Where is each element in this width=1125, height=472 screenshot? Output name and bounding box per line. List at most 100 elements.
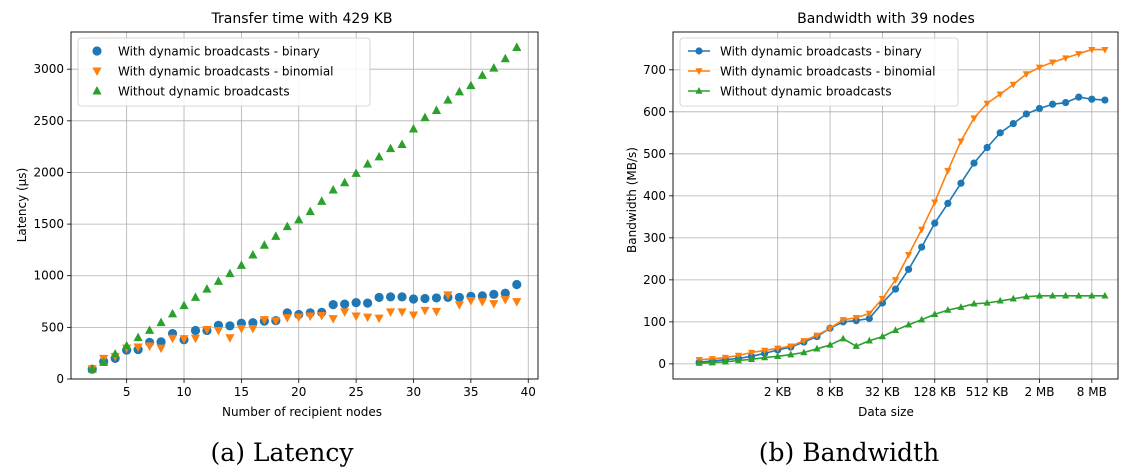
bandwidth-data-point bbox=[734, 356, 743, 364]
latency-data-point bbox=[397, 139, 407, 149]
bandwidth-x-tick-label: 32 KB bbox=[865, 385, 900, 399]
bandwidth-data-point bbox=[983, 143, 991, 152]
bandwidth-data-point bbox=[1101, 291, 1109, 299]
latency-data-point bbox=[144, 342, 155, 352]
latency-x-tick-label: 40 bbox=[521, 385, 536, 399]
latency-data-point bbox=[248, 324, 258, 334]
latency-data-point bbox=[190, 292, 201, 301]
latency-data-point bbox=[122, 340, 132, 350]
latency-y-tick-label: 3000 bbox=[33, 62, 64, 76]
latency-y-tick-label: 1500 bbox=[33, 217, 64, 231]
bandwidth-x-tick-label: 8 KB bbox=[816, 385, 844, 399]
bandwidth-data-point bbox=[1075, 51, 1083, 58]
bandwidth-data-point bbox=[970, 159, 978, 167]
latency-x-tick-label: 10 bbox=[176, 385, 191, 399]
latency-data-point bbox=[202, 325, 212, 335]
bandwidth-x-tick-label: 2 KB bbox=[764, 385, 792, 399]
latency-data-point bbox=[110, 349, 120, 358]
bandwidth-data-point bbox=[1101, 96, 1109, 104]
latency-data-point bbox=[144, 325, 155, 334]
bandwidth-plot-frame bbox=[672, 31, 1119, 380]
latency-data-point bbox=[179, 300, 189, 310]
latency-data-point bbox=[167, 308, 178, 318]
bandwidth-x-tick-label: 128 KB bbox=[913, 385, 956, 399]
latency-data-point bbox=[489, 63, 499, 72]
bandwidth-data-point bbox=[1022, 71, 1030, 78]
bandwidth-data-point bbox=[891, 326, 900, 333]
bandwidth-data-point bbox=[1035, 64, 1044, 72]
latency-data-point bbox=[374, 314, 384, 324]
latency-data-point bbox=[408, 124, 419, 133]
latency-data-point bbox=[466, 297, 476, 306]
latency-data-point bbox=[374, 151, 384, 161]
latency-chart-title: Transfer time with 429 KB bbox=[211, 11, 393, 27]
bandwidth-y-tick-label: 500 bbox=[643, 147, 666, 161]
bandwidth-legend-label: Without dynamic broadcasts bbox=[720, 85, 892, 99]
latency-y-axis-label: Latency (µs) bbox=[15, 168, 29, 243]
latency-data-point bbox=[190, 334, 201, 344]
bandwidth-series-triangle-down bbox=[695, 46, 1109, 364]
bandwidth-data-point bbox=[1022, 292, 1030, 300]
latency-data-point bbox=[340, 177, 350, 187]
bandwidth-data-point bbox=[865, 310, 873, 318]
figure: Transfer time with 429 KB Number of reci… bbox=[15, 11, 1119, 419]
bandwidth-data-point bbox=[734, 352, 743, 360]
bandwidth-data-point bbox=[747, 355, 756, 362]
bandwidth-series-triangle-up bbox=[695, 291, 1109, 366]
latency-data-point bbox=[466, 80, 476, 90]
latency-y-tick-label: 0 bbox=[56, 372, 64, 386]
latency-data-point bbox=[397, 292, 407, 302]
bandwidth-data-point bbox=[865, 336, 873, 344]
bandwidth-legend: With dynamic broadcasts - binary With dyn… bbox=[679, 37, 959, 107]
latency-data-point bbox=[225, 321, 235, 331]
latency-x-tick-label: 30 bbox=[406, 385, 421, 399]
bandwidth-data-point bbox=[904, 320, 913, 328]
latency-series-triangle-down bbox=[87, 291, 522, 374]
latency-data-point bbox=[317, 312, 327, 321]
bandwidth-y-tick-label: 700 bbox=[643, 63, 666, 77]
latency-y-tick-label: 500 bbox=[41, 320, 64, 334]
bandwidth-data-point bbox=[944, 167, 952, 175]
latency-chart: Transfer time with 429 KB Number of reci… bbox=[15, 11, 539, 419]
latency-data-point bbox=[213, 276, 224, 285]
latency-data-point bbox=[443, 95, 453, 104]
latency-data-point bbox=[500, 288, 510, 298]
latency-data-point bbox=[454, 292, 465, 303]
latency-x-tick-label: 25 bbox=[348, 385, 363, 399]
bandwidth-data-point bbox=[1088, 95, 1096, 103]
bandwidth-data-point bbox=[826, 341, 834, 348]
bandwidth-legend-marker bbox=[695, 68, 703, 75]
latency-data-point bbox=[397, 308, 407, 317]
latency-data-point bbox=[294, 214, 304, 224]
bandwidth-chart-title: Bandwidth with 39 nodes bbox=[797, 11, 975, 27]
bandwidth-legend-box bbox=[679, 37, 959, 107]
latency-data-point bbox=[512, 279, 522, 290]
bandwidth-data-point bbox=[1062, 55, 1070, 63]
bandwidth-data-point bbox=[904, 251, 913, 259]
latency-data-point bbox=[305, 206, 315, 216]
bandwidth-data-point bbox=[996, 129, 1004, 137]
latency-data-point bbox=[259, 316, 269, 325]
bandwidth-data-point bbox=[996, 91, 1004, 99]
latency-data-point bbox=[271, 231, 281, 240]
latency-data-point bbox=[408, 294, 419, 304]
bandwidth-data-point bbox=[852, 314, 860, 322]
bandwidth-data-point bbox=[761, 347, 769, 355]
bandwidth-data-point bbox=[1048, 59, 1057, 67]
latency-data-point bbox=[385, 143, 396, 153]
bandwidth-data-point bbox=[813, 332, 821, 340]
bandwidth-y-axis-label: Bandwidth (MB/s) bbox=[625, 147, 639, 253]
bandwidth-data-point bbox=[957, 138, 965, 146]
bandwidth-data-point bbox=[1048, 100, 1057, 108]
bandwidth-data-point bbox=[878, 332, 887, 340]
bandwidth-series-line bbox=[699, 294, 1105, 364]
bandwidth-data-point bbox=[852, 342, 860, 349]
bandwidth-data-point bbox=[957, 179, 965, 187]
latency-x-tick-label: 15 bbox=[234, 385, 249, 399]
bandwidth-data-point bbox=[891, 285, 900, 293]
latency-data-point bbox=[512, 42, 522, 51]
bandwidth-data-point bbox=[1022, 110, 1030, 118]
latency-data-point bbox=[294, 313, 304, 323]
latency-data-point bbox=[420, 306, 430, 316]
bandwidth-series-line bbox=[699, 96, 1105, 363]
